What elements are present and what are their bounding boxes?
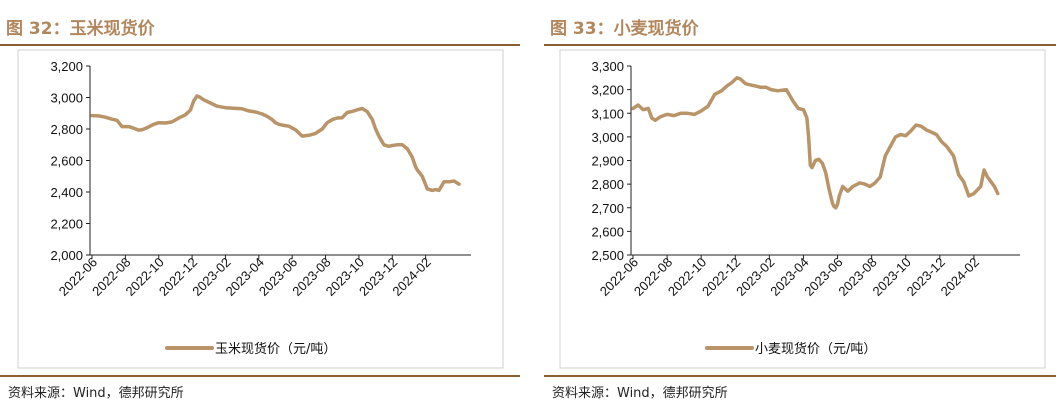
chart-border bbox=[559, 49, 1046, 369]
source-note: 资料来源：Wind，德邦研究所 bbox=[552, 386, 728, 401]
source-divider bbox=[544, 375, 1056, 377]
title-divider bbox=[0, 44, 520, 46]
chart-panel-corn: 图 32：玉米现货价 2,000 2,200 2,400 2,600 2,800 3,00… bbox=[0, 0, 520, 417]
legend-label: 小麦现货价（元/吨） bbox=[755, 341, 876, 357]
y-tick-label: 2,400 bbox=[50, 185, 83, 200]
figure-title: 图 33：小麦现货价 bbox=[550, 19, 699, 39]
series-line bbox=[631, 76, 1000, 210]
corn-price-chart: 2,0002,2002,4002,6002,8003,0003,2002022-… bbox=[17, 49, 504, 369]
y-tick-label: 3,200 bbox=[50, 59, 83, 74]
y-tick-label: 3,100 bbox=[591, 106, 624, 121]
y-tick-label: 2,200 bbox=[50, 217, 83, 232]
y-tick-label: 3,000 bbox=[50, 91, 83, 106]
y-tick-label: 2,500 bbox=[591, 248, 624, 263]
y-tick-label: 2,600 bbox=[591, 224, 624, 239]
y-tick-label: 2,800 bbox=[591, 177, 624, 192]
y-tick-label: 2,900 bbox=[591, 154, 624, 169]
title-divider bbox=[544, 44, 1056, 46]
source-divider bbox=[0, 375, 520, 377]
y-tick-label: 2,800 bbox=[50, 122, 83, 137]
wheat-price-chart: 2,500 2,600 2,700 2,800 2,900 3,000 3,100 3,200… bbox=[559, 49, 1046, 369]
y-tick-label: 2,700 bbox=[591, 201, 624, 216]
figure-title: 图 32：玉米现货价 bbox=[6, 19, 155, 39]
series-line bbox=[90, 94, 461, 193]
y-tick-label: 3,200 bbox=[591, 83, 624, 98]
legend-label: 玉米现货价（元/吨） bbox=[215, 341, 336, 357]
y-tick-label: 2,600 bbox=[50, 154, 83, 169]
y-tick-label: 2,000 bbox=[50, 248, 83, 263]
source-note: 资料来源：Wind，德邦研究所 bbox=[8, 386, 184, 401]
y-tick-label: 3,300 bbox=[591, 59, 624, 74]
chart-border bbox=[17, 49, 504, 369]
chart-panel-wheat: 图 33：小麦现货价 2,500 2,600 2,700 2,800 2,900 3,00… bbox=[544, 0, 1064, 417]
x-tick-label: 2024-02 bbox=[938, 255, 982, 299]
y-tick-label: 3,000 bbox=[591, 130, 624, 145]
